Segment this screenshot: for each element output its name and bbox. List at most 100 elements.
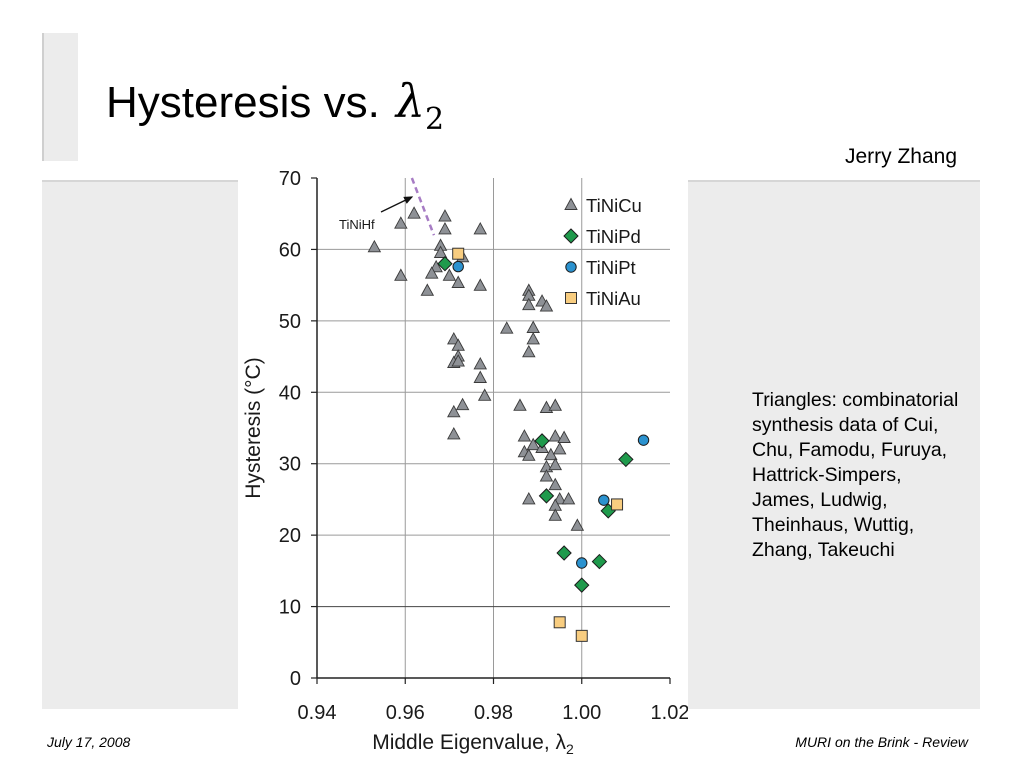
- x-tick-label: 1.00: [562, 702, 601, 724]
- chart-annotations: TiNiHf: [339, 177, 436, 236]
- tinicu-point: [451, 275, 465, 288]
- tinicu-point: [473, 370, 488, 383]
- tiniau-legend-label: TiNiAu: [586, 288, 641, 309]
- tinicu-point: [438, 209, 452, 222]
- tinicu-point: [557, 430, 571, 443]
- left-background-band: [42, 180, 238, 709]
- tinicu-point: [473, 278, 488, 291]
- tinipd-legend-marker: [563, 228, 579, 244]
- y-tick-label: 10: [279, 597, 301, 619]
- scatter-chart: 0.94 0.96 0.98 1.00 1.02 0 10 20 30 40 50 60 70 TiNi…: [242, 168, 690, 757]
- slide-title-text: Hysteresis vs.: [106, 78, 380, 127]
- tiniau-point: [575, 629, 588, 642]
- chart-container: 0.94 0.96 0.98 1.00 1.02 0 10 20 30 40 50 60 70 TiNi…: [238, 160, 690, 760]
- tiniau-legend-marker: [565, 292, 577, 304]
- tinipd-point: [538, 488, 555, 504]
- tinicu-point: [522, 297, 536, 311]
- y-tick-label: 70: [279, 168, 301, 190]
- tinihf-annotation: TiNiHf: [339, 217, 375, 232]
- x-tick-label: 0.94: [298, 702, 337, 724]
- chart-axes: [311, 177, 671, 684]
- tinicu-point: [548, 508, 563, 521]
- tinicu-point: [447, 404, 461, 418]
- triangles-note: Triangles: combinatorial synthesis data …: [752, 389, 959, 561]
- tinicu-point: [548, 457, 563, 471]
- chart-tick-labels: 0.94 0.96 0.98 1.00 1.02 0 10 20 30 40 50 60 70: [279, 168, 690, 724]
- title-accent-bar: [42, 33, 78, 161]
- tinicu-point: [473, 356, 488, 370]
- tinicu-point: [424, 266, 439, 279]
- y-tick-label: 30: [279, 454, 301, 476]
- tinipt-point: [452, 260, 464, 273]
- tinipd-point: [591, 553, 608, 570]
- tinipd-point: [534, 433, 550, 449]
- tinipd-legend-label: TiNiPd: [586, 226, 641, 247]
- x-tick-label: 1.02: [651, 702, 688, 724]
- tinicu-point: [548, 398, 563, 411]
- y-tick-label: 0: [290, 668, 301, 690]
- tinipt-legend-label: TiNiPt: [586, 257, 636, 278]
- tinicu-point: [447, 426, 461, 440]
- tinicu-point: [539, 469, 554, 482]
- tiniau-point: [611, 498, 624, 511]
- tinicu-point: [455, 397, 470, 411]
- tinicu-point: [394, 216, 408, 229]
- tinicu-point: [552, 441, 567, 455]
- tinicu-point: [451, 354, 465, 367]
- tinicu-legend-marker: [564, 197, 578, 210]
- tinicu-point: [477, 388, 492, 401]
- chart-legend: TiNiCu TiNiPd TiNiPt TiNiAu: [563, 195, 642, 309]
- tinipt-point: [576, 557, 588, 569]
- tinicu-point: [570, 518, 585, 531]
- tinicu-point: [433, 245, 448, 258]
- y-axis-label: Hysteresis (°C): [242, 357, 265, 498]
- tiniau-point: [452, 247, 465, 260]
- tinihf-arrow: [380, 196, 414, 213]
- tinicu-point: [548, 429, 563, 442]
- slide-title-symbol-subscript: 2: [424, 102, 445, 137]
- slide-title: Hysteresis vs. λ2: [106, 74, 444, 137]
- tinicu-point: [522, 491, 536, 505]
- tinicu-point: [438, 221, 452, 235]
- y-tick-label: 50: [279, 311, 301, 333]
- tinicu-point: [407, 206, 421, 219]
- tinipd-point: [618, 451, 634, 468]
- tinihf-dashed-line: [410, 177, 436, 236]
- tinicu-point: [539, 299, 554, 312]
- tinipt-point: [637, 434, 650, 446]
- footer-date: July 17, 2008: [47, 734, 131, 750]
- tiniau-point: [553, 616, 566, 629]
- y-tick-label: 60: [279, 239, 301, 261]
- tinicu-point: [499, 321, 514, 334]
- tinicu-point: [473, 221, 488, 235]
- slide-title-symbol: λ: [395, 74, 425, 128]
- x-tick-label: 0.96: [386, 702, 425, 724]
- y-tick-label: 20: [279, 525, 301, 547]
- tinicu-point: [367, 239, 382, 253]
- y-tick-label: 40: [279, 382, 301, 404]
- tinicu-point: [561, 491, 576, 505]
- chart-gridlines: [317, 178, 670, 678]
- tinicu-point: [526, 320, 540, 333]
- author-name: Jerry Zhang: [844, 145, 957, 168]
- tinipd-point: [556, 545, 572, 561]
- tinicu-point: [522, 344, 536, 358]
- tinicu-point: [420, 283, 435, 296]
- tinicu-point: [526, 331, 540, 345]
- right-background-band: [688, 180, 980, 709]
- tinipt-legend-marker: [565, 261, 577, 273]
- tinipd-point: [574, 577, 590, 593]
- tinicu-point: [517, 429, 532, 442]
- chart-data-points: [367, 206, 650, 642]
- tinicu-point: [442, 268, 457, 281]
- tinipd-point: [437, 256, 453, 272]
- x-axis-label: Middle Eigenvalue, λ2: [372, 731, 574, 757]
- tinicu-point: [526, 437, 540, 451]
- tinicu-point: [394, 268, 408, 281]
- footer-event: MURI on the Brink - Review: [795, 734, 968, 750]
- tinicu-legend-label: TiNiCu: [586, 195, 642, 216]
- tinicu-point: [513, 398, 527, 411]
- tinicu-point: [522, 448, 536, 461]
- tinicu-point: [548, 477, 563, 491]
- x-tick-label: 0.98: [474, 702, 513, 724]
